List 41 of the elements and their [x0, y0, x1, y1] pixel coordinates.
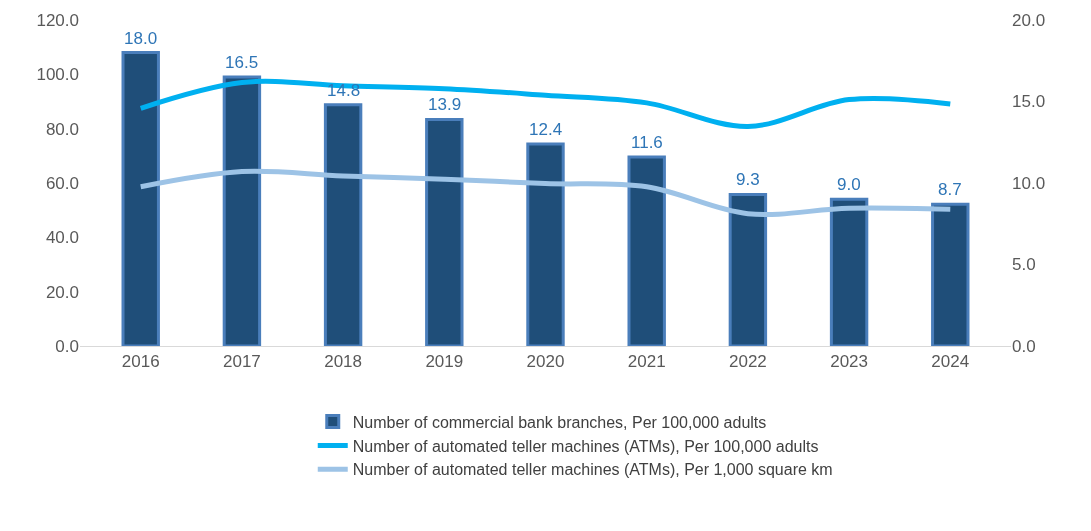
x-tick-label: 2019	[425, 352, 464, 372]
y2-tick-label: 0.0	[1012, 336, 1036, 356]
x-tick-label: 2024	[931, 352, 970, 372]
x-tick-label: 2022	[728, 352, 767, 372]
legend-label: Number of automated teller machines (ATMs), Per 100,000 adults	[352, 437, 819, 455]
x-tick-label: 2016	[121, 352, 160, 372]
y2-tick-label: 10.0	[1012, 173, 1046, 193]
y-tick-label: 100.0	[36, 65, 79, 85]
legend-label: Number of automated teller machines (ATMs), Per 1,000 square km	[352, 461, 833, 479]
bar	[121, 51, 160, 346]
bar	[323, 103, 363, 346]
bar	[526, 142, 565, 346]
data-label: 9.0	[837, 175, 861, 194]
y2-tick-label: 5.0	[1012, 255, 1036, 275]
y-tick-label: 120.0	[36, 10, 79, 30]
x-tick-label: 2017	[223, 352, 261, 372]
bar	[728, 192, 768, 346]
data-label: 9.3	[736, 170, 760, 189]
data-label: 16.5	[225, 53, 259, 72]
bar	[627, 155, 666, 346]
legend-label: Number of commercial bank branches, Per 100,000 adults	[352, 413, 767, 431]
x-tick-label: 2018	[324, 352, 363, 372]
bar	[222, 75, 262, 346]
bar	[931, 202, 970, 346]
y2-tick-label: 15.0	[1012, 92, 1046, 112]
y-tick-label: 20.0	[45, 282, 79, 302]
bar	[425, 117, 464, 346]
x-tick-label: 2021	[627, 352, 666, 372]
bar	[829, 197, 869, 346]
y-tick-label: 60.0	[45, 173, 79, 193]
data-label: 8.7	[938, 180, 962, 199]
data-label: 12.4	[529, 120, 563, 139]
x-tick-label: 2023	[830, 352, 868, 372]
y-tick-label: 0.0	[55, 336, 79, 356]
data-label: 13.9	[428, 95, 462, 114]
data-label: 11.6	[631, 133, 663, 152]
y-tick-label: 80.0	[45, 119, 79, 139]
y-tick-label: 40.0	[45, 228, 79, 248]
data-label: 18.0	[124, 29, 158, 48]
x-tick-label: 2020	[526, 352, 565, 372]
y2-tick-label: 20.0	[1012, 10, 1046, 30]
